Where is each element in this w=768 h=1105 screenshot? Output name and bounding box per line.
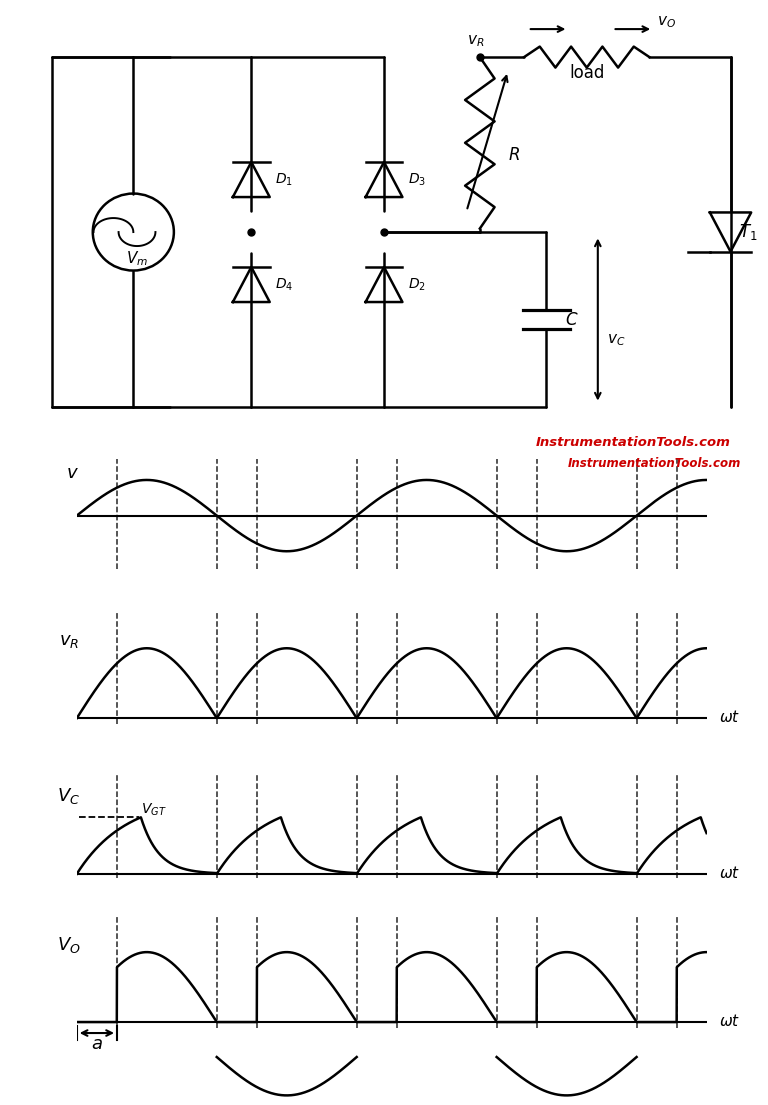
Text: $R$: $R$ <box>508 146 520 164</box>
Text: $V_m$: $V_m$ <box>126 250 148 269</box>
Text: $v_C$: $v_C$ <box>607 333 625 348</box>
Text: $C$: $C$ <box>564 311 578 328</box>
Text: $D_4$: $D_4$ <box>275 276 293 293</box>
Text: $V_O$: $V_O$ <box>57 935 81 955</box>
Text: $D_1$: $D_1$ <box>275 171 293 188</box>
Text: $v_R$: $v_R$ <box>59 632 79 650</box>
Text: $v_R$: $v_R$ <box>468 33 485 50</box>
Text: $V_C$: $V_C$ <box>57 787 80 807</box>
Text: InstrumentationTools.com: InstrumentationTools.com <box>535 436 730 449</box>
Text: $T_1$: $T_1$ <box>740 222 758 242</box>
Text: $a$: $a$ <box>91 1035 103 1053</box>
Text: $\omega t$: $\omega t$ <box>719 709 740 725</box>
Text: InstrumentationTools.com: InstrumentationTools.com <box>568 457 741 471</box>
Text: $\omega t$: $\omega t$ <box>719 864 740 881</box>
Text: load: load <box>569 64 604 82</box>
Text: $D_2$: $D_2$ <box>408 276 425 293</box>
Text: $D_3$: $D_3$ <box>408 171 425 188</box>
Text: $v$: $v$ <box>65 464 78 482</box>
Text: $V_{GT}$: $V_{GT}$ <box>141 801 167 818</box>
Text: $v_O$: $v_O$ <box>657 14 676 30</box>
Text: $\omega t$: $\omega t$ <box>719 1013 740 1029</box>
